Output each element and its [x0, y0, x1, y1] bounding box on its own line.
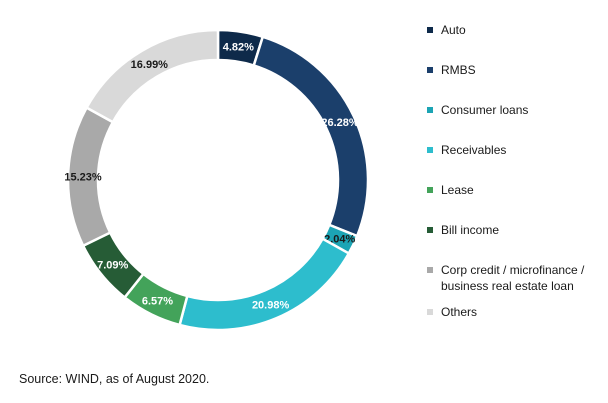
slice-value-label: 7.09% — [97, 260, 128, 272]
legend-item: Consumer loans — [427, 102, 528, 118]
slice-value-label: 4.82% — [223, 42, 254, 54]
legend-item: Corp credit / microfinance / business re… — [427, 262, 606, 294]
legend-item: Receivables — [427, 142, 506, 158]
slice-others — [84, 28, 220, 124]
legend-swatch — [427, 67, 433, 73]
legend-swatch — [427, 227, 433, 233]
legend-label: Receivables — [441, 143, 507, 157]
slice-value-label: 26.28% — [321, 117, 359, 129]
legend-item: Auto — [427, 22, 466, 38]
legend-swatch — [427, 147, 433, 153]
legend-label: Lease — [441, 183, 474, 197]
slice-value-label: 20.98% — [252, 299, 290, 311]
donut-chart: 4.82% 26.28% 2.04% 20.98% 6.57% 7.09% 15.23% 16… — [64, 28, 370, 332]
slice-value-label: 6.57% — [142, 296, 173, 308]
slice-value-label: 15.23% — [64, 172, 102, 184]
legend-label: Corp credit / microfinance / business re… — [441, 263, 585, 293]
slice-value-label: 2.04% — [324, 233, 355, 245]
legend-swatch — [427, 267, 433, 273]
source-note: Source: WIND, as of August 2020. — [19, 372, 210, 386]
legend-label: Bill income — [441, 223, 500, 237]
legend-item: RMBS — [427, 62, 476, 78]
legend-label: Auto — [441, 23, 466, 37]
slice-receivables — [178, 237, 351, 332]
legend-label: Consumer loans — [441, 103, 529, 117]
slice-rmbs — [252, 35, 370, 238]
legend-item: Lease — [427, 182, 474, 198]
legend-swatch — [427, 309, 433, 315]
legend-swatch — [427, 27, 433, 33]
legend-label: Others — [441, 305, 478, 319]
legend-swatch — [427, 187, 433, 193]
legend-item: Bill income — [427, 222, 499, 238]
slice-value-label: 16.99% — [131, 59, 169, 71]
legend-swatch — [427, 107, 433, 113]
legend-item: Others — [427, 304, 477, 320]
legend-label: RMBS — [441, 63, 476, 77]
